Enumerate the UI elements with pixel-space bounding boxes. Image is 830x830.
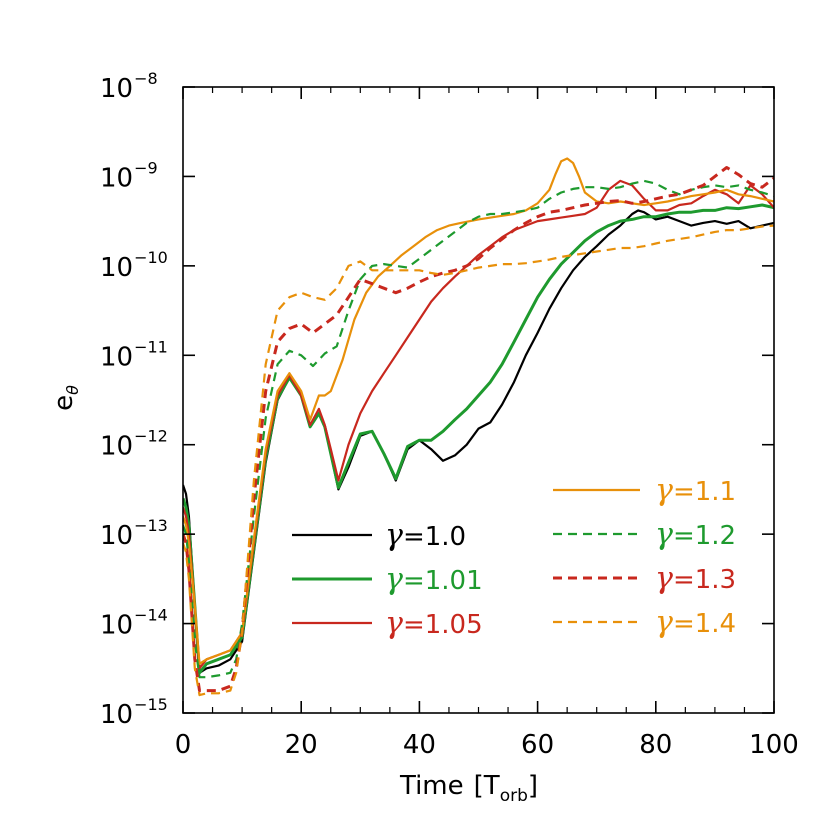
x-tick-label: 80 xyxy=(639,730,672,760)
x-axis-title: Time [Torb] xyxy=(399,771,538,806)
x-tick-label: 0 xyxy=(175,730,192,760)
x-tick-label: 20 xyxy=(285,730,318,760)
series-line-6 xyxy=(183,224,774,697)
y-tick-label: 10−13 xyxy=(100,516,168,551)
legend: γ=1.0γ=1.01γ=1.05γ=1.1γ=1.2γ=1.3γ=1.4 xyxy=(292,473,736,641)
legend-label-3: γ=1.1 xyxy=(655,473,736,508)
y-tick-label: 10−14 xyxy=(100,606,168,641)
legend-label-0: γ=1.0 xyxy=(385,518,466,553)
legend-value: =1.1 xyxy=(673,477,736,507)
y-tick-exponent: −11 xyxy=(134,337,168,356)
series-line-3 xyxy=(183,157,774,665)
y-tick-exponent: −12 xyxy=(134,427,168,446)
x-tick-label: 40 xyxy=(403,730,436,760)
plot-background xyxy=(183,87,774,713)
x-tick-label: 100 xyxy=(749,730,799,760)
legend-gamma-symbol: γ xyxy=(385,606,403,641)
legend-gamma-symbol: γ xyxy=(385,562,403,597)
y-tick-exponent: −10 xyxy=(134,248,168,267)
legend-label-1: γ=1.01 xyxy=(385,562,483,597)
y-tick-label: 10−10 xyxy=(100,248,168,283)
legend-gamma-symbol: γ xyxy=(385,518,403,553)
y-tick-exponent: −15 xyxy=(134,695,168,714)
y-tick-label: 10−11 xyxy=(100,337,168,372)
legend-label-6: γ=1.4 xyxy=(655,605,736,640)
legend-value: =1.3 xyxy=(673,565,736,595)
y-tick-label: 10−12 xyxy=(100,427,168,462)
x-tick-label: 60 xyxy=(521,730,554,760)
legend-label-2: γ=1.05 xyxy=(385,606,483,641)
legend-value: =1.0 xyxy=(403,522,466,552)
legend-value: =1.05 xyxy=(403,610,483,640)
y-tick-label: 10−15 xyxy=(100,695,168,730)
y-tick-exponent: −9 xyxy=(134,158,158,177)
y-tick-exponent: −13 xyxy=(134,516,168,535)
ticks-layer: 0 20 40 60 80 100 10−15 10−14 10−13 10−12 10−11 10−… xyxy=(100,69,799,760)
y-tick-exponent: −14 xyxy=(134,606,168,625)
legend-gamma-symbol: γ xyxy=(655,605,673,640)
legend-gamma-symbol: γ xyxy=(655,517,673,552)
legend-label-5: γ=1.3 xyxy=(655,561,736,596)
legend-gamma-symbol: γ xyxy=(655,561,673,596)
series-layer xyxy=(183,157,774,697)
y-axis-subscript: θ xyxy=(63,385,82,395)
y-axis-title: eθ xyxy=(49,385,82,411)
series-line-4 xyxy=(183,179,774,679)
legend-value: =1.2 xyxy=(673,521,736,551)
legend-label-4: γ=1.2 xyxy=(655,517,736,552)
y-tick-label: 10−9 xyxy=(100,158,158,193)
y-tick-exponent: −8 xyxy=(134,69,158,88)
x-axis-unit-subscript: orb xyxy=(500,786,528,806)
legend-gamma-symbol: γ xyxy=(655,473,673,508)
legend-value: =1.4 xyxy=(673,609,736,639)
y-tick-label: 10−8 xyxy=(100,69,158,104)
legend-value: =1.01 xyxy=(403,566,483,596)
